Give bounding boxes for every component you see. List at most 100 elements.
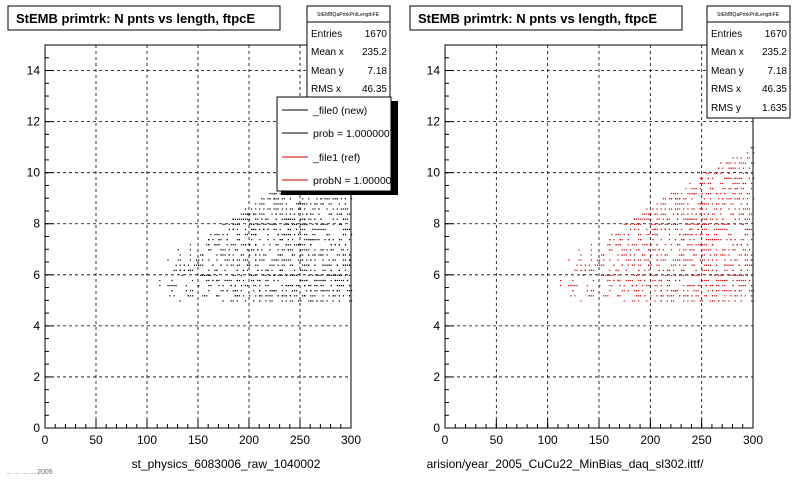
left-data-point: [216, 233, 218, 236]
left-stat-label-2: Mean y: [311, 66, 344, 77]
right-data-point: [724, 295, 726, 297]
left-data-point: [271, 300, 273, 302]
right-data-point: [677, 193, 679, 195]
right-data-point: [683, 249, 685, 251]
right-data-point: [652, 274, 654, 276]
right-data-point: [623, 223, 625, 225]
left-data-point: [230, 279, 232, 282]
left-data-point: [306, 264, 308, 266]
right-data-point: [711, 213, 714, 215]
right-data-point: [736, 198, 738, 200]
right-data-point: [728, 233, 730, 236]
left-data-point: [220, 249, 222, 251]
left-data-point: [289, 213, 291, 215]
right-stat-value-1: 235.2: [762, 47, 787, 58]
left-data-point: [304, 295, 306, 297]
right-data-point: [677, 218, 679, 220]
right-data-point: [726, 239, 728, 241]
left-data-point: [269, 208, 271, 210]
left-data-point: [251, 228, 253, 231]
right-data-point: [746, 152, 749, 154]
left-data-point: [320, 254, 322, 256]
left-data-point: [259, 279, 261, 282]
right-data-point: [640, 218, 642, 220]
left-data-point: [271, 213, 273, 215]
left-data-point: [228, 223, 230, 225]
left-data-point: [322, 269, 324, 271]
left-data-point: [283, 198, 285, 200]
right-data-point: [652, 239, 654, 241]
left-data-point: [279, 228, 281, 231]
right-data-point: [654, 223, 656, 225]
right-data-point: [709, 264, 712, 266]
left-data-point: [346, 218, 349, 220]
left-data-point: [308, 218, 310, 220]
right-data-point: [687, 244, 689, 246]
left-data-point: [351, 198, 353, 200]
right-data-point: [713, 172, 716, 174]
left-data-point: [342, 218, 345, 220]
right-data-point: [623, 254, 625, 256]
left-data-point: [324, 269, 326, 271]
left-data-point: [255, 233, 257, 236]
right-data-point: [668, 198, 671, 200]
right-data-point: [664, 259, 666, 261]
left-data-point: [275, 218, 277, 220]
right-data-point: [629, 223, 631, 225]
right-data-point: [697, 295, 699, 297]
right-y-tick-label: 8: [433, 217, 440, 231]
right-data-point: [736, 279, 738, 282]
left-data-point: [275, 290, 277, 292]
right-data-point: [603, 259, 605, 261]
right-data-point: [664, 213, 666, 215]
right-data-point: [707, 290, 710, 292]
left-data-point: [277, 264, 279, 266]
right-data-point: [724, 269, 726, 271]
right-data-point: [748, 218, 751, 220]
right-data-point: [648, 218, 650, 220]
right-data-point: [716, 254, 718, 256]
right-data-point: [660, 279, 662, 282]
right-data-point: [691, 218, 693, 220]
right-data-point: [681, 193, 683, 195]
left-data-point: [293, 233, 296, 236]
right-data-point: [664, 244, 666, 246]
left-data-point: [202, 295, 204, 297]
left-data-point: [226, 264, 228, 266]
left-data-point: [344, 203, 347, 205]
right-data-point: [679, 279, 681, 282]
right-data-point: [646, 233, 648, 236]
left-data-point: [257, 223, 259, 225]
right-data-point: [664, 223, 666, 225]
right-data-point: [738, 177, 740, 179]
right-data-point: [713, 228, 716, 231]
left-data-point: [224, 223, 226, 225]
right-y-tick-label: 4: [433, 319, 440, 333]
right-data-point: [638, 269, 640, 271]
left-data-point: [171, 290, 173, 292]
right-data-point: [662, 213, 664, 215]
right-data-point: [748, 167, 751, 169]
right-data-point: [677, 213, 679, 215]
left-data-point: [218, 295, 220, 297]
right-data-point: [718, 167, 720, 169]
right-data-point: [580, 300, 582, 302]
right-data-point: [666, 300, 668, 302]
left-data-point: [310, 213, 312, 215]
right-data-point: [716, 279, 718, 282]
right-data-point: [629, 249, 631, 251]
right-data-point: [722, 167, 724, 169]
right-data-point: [691, 198, 693, 200]
left-data-point: [320, 218, 322, 220]
right-data-point: [699, 300, 701, 302]
right-data-point: [697, 244, 699, 246]
right-data-point: [666, 295, 668, 297]
right-data-point: [627, 290, 629, 292]
left-data-point: [334, 279, 336, 282]
right-data-point: [720, 213, 722, 215]
right-data-point: [623, 249, 625, 251]
left-data-point: [261, 259, 263, 261]
left-data-point: [236, 228, 238, 231]
left-data-point: [338, 274, 340, 276]
right-data-point: [740, 213, 742, 215]
